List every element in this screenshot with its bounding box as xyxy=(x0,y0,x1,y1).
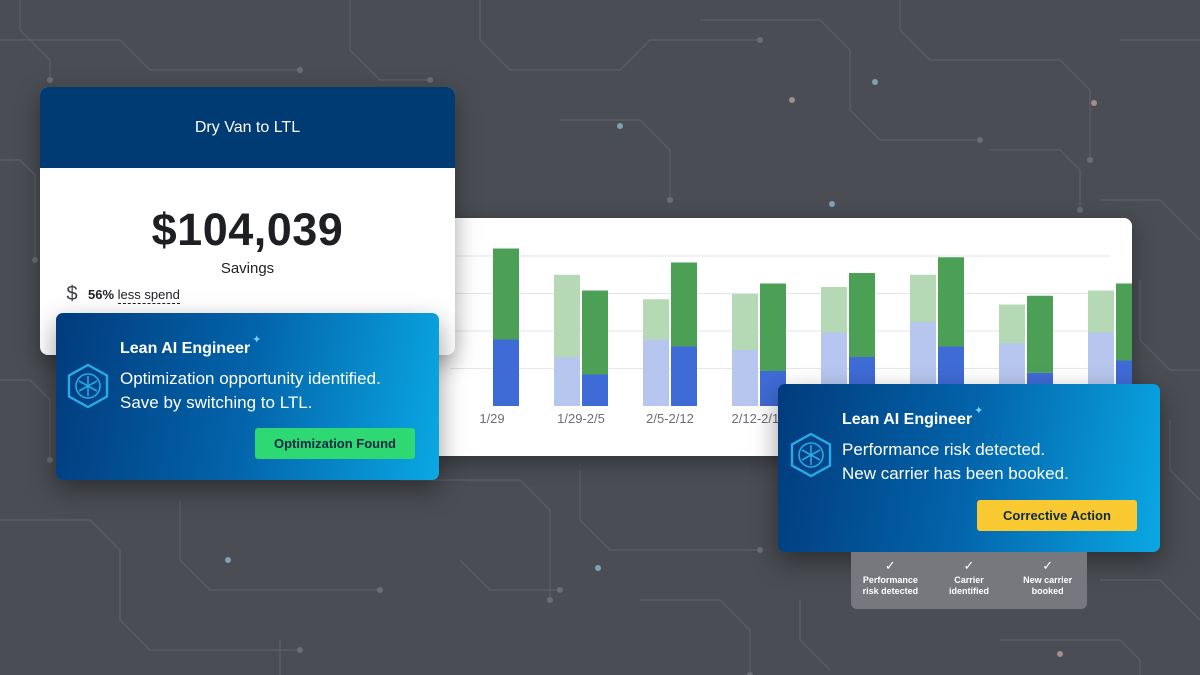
check-icon: ✓ xyxy=(963,558,975,573)
corrective-action-button[interactable]: Corrective Action xyxy=(977,500,1137,531)
bar-segment-light-green xyxy=(910,274,936,322)
bar-segment-light-green xyxy=(554,274,580,357)
savings-amount: $104,039 xyxy=(151,204,344,255)
step-label: risk detected xyxy=(862,586,919,596)
ai-title: Lean AI Engineer ✦ xyxy=(842,405,983,429)
ai-message-line: New carrier has been booked. xyxy=(842,464,1069,483)
x-tick-label: 2/12-2/19 xyxy=(732,411,787,426)
bar-segment-dark-green xyxy=(938,257,964,347)
hexagon-network-icon xyxy=(67,363,109,409)
bar-segment-light-green xyxy=(999,304,1025,343)
sparkle-icon: ✦ xyxy=(252,334,262,346)
step-item: ✓ New carrier booked xyxy=(1011,559,1085,597)
ai-message-line: Performance risk detected. xyxy=(842,440,1046,459)
step-label: Performance xyxy=(862,575,918,585)
step-label: identified xyxy=(948,586,989,596)
ai-title-text: Lean AI Engineer xyxy=(120,340,251,357)
savings-header: Dry Van to LTL xyxy=(40,87,455,168)
savings-card: Dry Van to LTL $104,039 Savings $ 56% le… xyxy=(40,87,455,355)
ai-message: Performance risk detected. New carrier h… xyxy=(842,438,1069,486)
x-tick-label: 1/29-2/5 xyxy=(557,411,605,426)
hexagon-network-icon xyxy=(790,432,832,478)
ai-notification-optimization: Lean AI Engineer ✦ Optimization opportun… xyxy=(56,313,439,480)
optimization-found-button[interactable]: Optimization Found xyxy=(255,428,415,459)
bar-segment-dark-green xyxy=(1116,283,1132,361)
ai-message: Optimization opportunity identified. Sav… xyxy=(120,367,381,415)
spend-summary: $ 56% less spend xyxy=(66,283,180,306)
step-item: ✓ Performance risk detected xyxy=(853,559,927,597)
steps-panel: ✓ Performance risk detected ✓ Carrier id… xyxy=(851,552,1087,609)
savings-title: Dry Van to LTL xyxy=(194,118,301,136)
ai-title-text: Lean AI Engineer xyxy=(842,411,973,428)
ai-title: Lean AI Engineer ✦ xyxy=(120,334,261,358)
bar-segment-dark-green xyxy=(582,290,608,375)
x-tick-label: 2/5-2/12 xyxy=(646,411,694,426)
check-icon: ✓ xyxy=(884,558,896,573)
bar-segment-dark-green xyxy=(1027,295,1053,373)
ai-notification-performance: Lean AI Engineer ✦ Performance risk dete… xyxy=(778,384,1160,552)
bar-segment-light-green xyxy=(732,294,758,350)
bar-segment-light-green xyxy=(821,287,847,333)
bar-segment-light-green xyxy=(1088,290,1114,333)
step-label: Carrier xyxy=(954,575,984,585)
step-label: New carrier xyxy=(1023,575,1073,585)
bar-segment-light-blue xyxy=(732,350,758,406)
x-tick-label: 1/29 xyxy=(479,411,504,426)
bar-segment-dark-blue xyxy=(582,374,608,406)
dollar-icon: $ xyxy=(66,283,78,305)
savings-label: Savings xyxy=(220,260,275,277)
spend-text-link[interactable]: less spend xyxy=(117,287,180,304)
ai-message-line: Optimization opportunity identified. xyxy=(120,369,381,388)
ai-message-line: Save by switching to LTL. xyxy=(120,393,313,412)
bar-segment-dark-green xyxy=(671,262,697,347)
bar-segment-light-blue xyxy=(643,339,669,406)
sparkle-icon: ✦ xyxy=(974,405,984,417)
step-item: ✓ Carrier identified xyxy=(932,559,1006,597)
spend-percent: 56% xyxy=(88,287,115,302)
step-label: booked xyxy=(1031,586,1064,596)
bar-segment-light-blue xyxy=(554,357,580,406)
bar-segment-dark-green xyxy=(849,273,875,357)
bar-segment-dark-green xyxy=(493,248,519,340)
check-icon: ✓ xyxy=(1042,558,1054,573)
bar-segment-dark-green xyxy=(760,283,786,371)
bar-segment-light-green xyxy=(643,299,669,340)
stacked-bar-chart: 1/291/29-2/52/5-2/122/12-2/192/1 xyxy=(450,248,1132,426)
bar-segment-dark-blue xyxy=(493,339,519,406)
chart-card: 1/291/29-2/52/5-2/122/12-2/192/1 xyxy=(420,218,1132,456)
bar-segment-dark-blue xyxy=(671,346,697,406)
